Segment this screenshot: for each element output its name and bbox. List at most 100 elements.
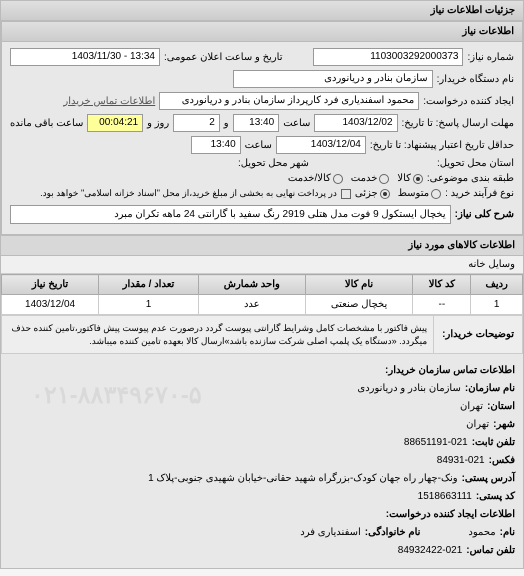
contact-title-row: اطلاعات تماس سازمان خریدار: [9,362,515,380]
contact-address-row: آدرس پستی: ونک-چهار راه جهان کودک-بزرگرا… [9,470,515,488]
cell-code: -- [413,295,471,315]
contact-phone2-row: تلفن تماس: 84932422-021 [9,542,515,560]
city-label: شهر: [493,416,515,434]
request-number-label: شماره نیاز: [467,52,514,63]
purchase-radio-group: متوسط جزئی [355,188,441,199]
row-delivery: استان محل تحویل: شهر محل تحویل: [10,158,514,169]
radio-medium-label: جزئی [355,188,378,199]
requester-info-row: اطلاعات ایجاد کننده درخواست: [9,506,515,524]
radio-small[interactable]: متوسط [398,188,441,199]
fax-value: 84931-021 [437,452,485,470]
buyer-notes-row: توضیحات خریدار: پیش فاکتور با مشخصات کام… [1,315,523,354]
cell-unit: عدد [198,295,305,315]
radio-service-input[interactable] [379,174,389,184]
contact-fax-row: فکس: 84931-021 [9,452,515,470]
payment-checkbox[interactable] [341,189,351,199]
col-unit: واحد شمارش [198,275,305,295]
cell-name: یخچال صنعتی [305,295,413,315]
cell-row: 1 [471,295,523,315]
org-value: سازمان بنادر و دریانوردی [357,380,460,398]
budget-radio-group: کالا خدمت کالا/خدمت [288,173,423,184]
org-label: نام سازمان: [465,380,515,398]
requester-label: ایجاد کننده درخواست: [423,96,514,107]
postal-label: کد پستی: [476,488,515,506]
radio-both[interactable]: کالا/خدمت [288,173,343,184]
time-remain-label: ساعت باقی مانده [10,118,83,129]
validity-time-field[interactable]: 13:40 [191,136,241,154]
delivery-state-label: استان محل تحویل: [437,158,514,169]
purchase-type-label: نوع فرآیند خرید : [445,188,514,199]
contact-title: اطلاعات تماس سازمان خریدار: [385,362,515,380]
col-row: ردیف [471,275,523,295]
radio-small-input[interactable] [431,189,441,199]
address-value: ونک-چهار راه جهان کودک-بزرگراه شهید حقان… [148,470,457,488]
row-requester: ایجاد کننده درخواست: محمود اسفندیاری فرد… [10,92,514,110]
col-date: تاریخ نیاز [2,275,99,295]
deadline-time-field[interactable]: 13:40 [233,114,280,132]
deadline-date-field[interactable]: 1403/12/02 [314,114,397,132]
col-code: کد کالا [413,275,471,295]
buyer-notes-content: پیش فاکتور با مشخصات کامل وشرایط گارانتی… [2,316,433,353]
radio-goods-label: کالا [397,173,411,184]
contact-org-row: نام سازمان: سازمان بنادر و دریانوردی [9,380,515,398]
budget-label: طبقه بندی موضوعی: [427,173,514,184]
buyer-device-label: نام دستگاه خریدار: [437,74,514,85]
cell-qty: 1 [99,295,199,315]
radio-medium-input[interactable] [380,189,390,199]
radio-medium[interactable]: جزئی [355,188,390,199]
address-label: آدرس پستی: [462,470,515,488]
buyer-notes-label: توضیحات خریدار: [433,316,522,353]
need-desc-field[interactable]: یخچال ایستکول 9 فوت مدل هتلی 2919 رنگ سف… [10,205,451,224]
radio-service[interactable]: خدمت [351,173,390,184]
lastname-label: نام خانوادگی: [365,524,421,542]
phone-label: تلفن ثابت: [472,434,515,452]
lastname-value: اسفندیاری فرد [300,524,361,542]
goods-section-title: اطلاعات کالاهای مورد نیاز [1,235,523,256]
deadline-label: مهلت ارسال پاسخ: تا تاریخ: [402,118,514,129]
row-budget: طبقه بندی موضوعی: کالا خدمت کالا/خدمت [10,173,514,184]
main-header: جزئیات اطلاعات نیاز [1,1,523,21]
firstname-value: محمود [468,524,495,542]
need-desc-label: شرح کلی نیاز: [455,209,514,220]
time-remain-field: 00:04:21 [87,114,143,132]
row-purchase-type: نوع فرآیند خرید : متوسط جزئی در پرداخت ن… [10,188,514,199]
goods-table: ردیف کد کالا نام کالا واحد شمارش تعداد /… [1,274,523,315]
radio-both-label: کالا/خدمت [288,173,331,184]
table-row[interactable]: 1 -- یخچال صنعتی عدد 1 1403/12/04 [2,295,523,315]
delivery-city-label: شهر محل تحویل: [238,158,309,169]
phone-value: 88651191-021 [404,434,468,452]
announce-date-label: تاریخ و ساعت اعلان عمومی: [164,52,283,63]
radio-goods-input[interactable] [413,174,423,184]
cell-date: 1403/12/04 [2,295,99,315]
row-deadline: مهلت ارسال پاسخ: تا تاریخ: 1403/12/02 سا… [10,114,514,132]
state-label: استان: [487,398,515,416]
row-need-desc: شرح کلی نیاز: یخچال ایستکول 9 فوت مدل هت… [10,205,514,224]
contact-name-row: نام: محمود نام خانوادگی: اسفندیاری فرد [9,524,515,542]
buyer-contact-link[interactable]: اطلاعات تماس خریدار [63,96,155,107]
radio-goods[interactable]: کالا [397,173,423,184]
col-qty: تعداد / مقدار [99,275,199,295]
request-number-field[interactable]: 1103003292000373 [313,48,463,66]
state-value: تهران [460,398,483,416]
radio-small-label: متوسط [398,188,429,199]
requester-info-label: اطلاعات ایجاد کننده درخواست: [386,506,515,524]
buyer-device-field[interactable]: سازمان بنادر و دریانوردی [233,70,433,88]
contact-city-row: شهر: تهران [9,416,515,434]
postal-value: 1518663111 [418,488,472,506]
contact-phone-label: تلفن تماس: [466,542,515,560]
fax-label: فکس: [489,452,515,470]
validity-date-field[interactable]: 1403/12/04 [276,136,366,154]
radio-service-label: خدمت [351,173,378,184]
goods-category: وسایل خانه [1,256,523,274]
row-validity: حداقل تاریخ اعتبار پیشنهاد: تا تاریخ: 14… [10,136,514,154]
days-remain-field: 2 [173,114,220,132]
row-buyer-device: نام دستگاه خریدار: سازمان بنادر و دریانو… [10,70,514,88]
announce-date-field[interactable]: 13:34 - 1403/11/30 [10,48,160,66]
contact-section: ۰۲۱-۸۸۳۴۹۶۷۰-۵ اطلاعات تماس سازمان خریدا… [1,354,523,568]
requester-field[interactable]: محمود اسفندیاری فرد کارپرداز سازمان بناد… [159,92,419,110]
info-header: اطلاعات نیاز [2,22,522,42]
col-name: نام کالا [305,275,413,295]
validity-label: حداقل تاریخ اعتبار پیشنهاد: تا تاریخ: [370,140,514,151]
contact-state-row: استان: تهران [9,398,515,416]
radio-both-input[interactable] [333,174,343,184]
